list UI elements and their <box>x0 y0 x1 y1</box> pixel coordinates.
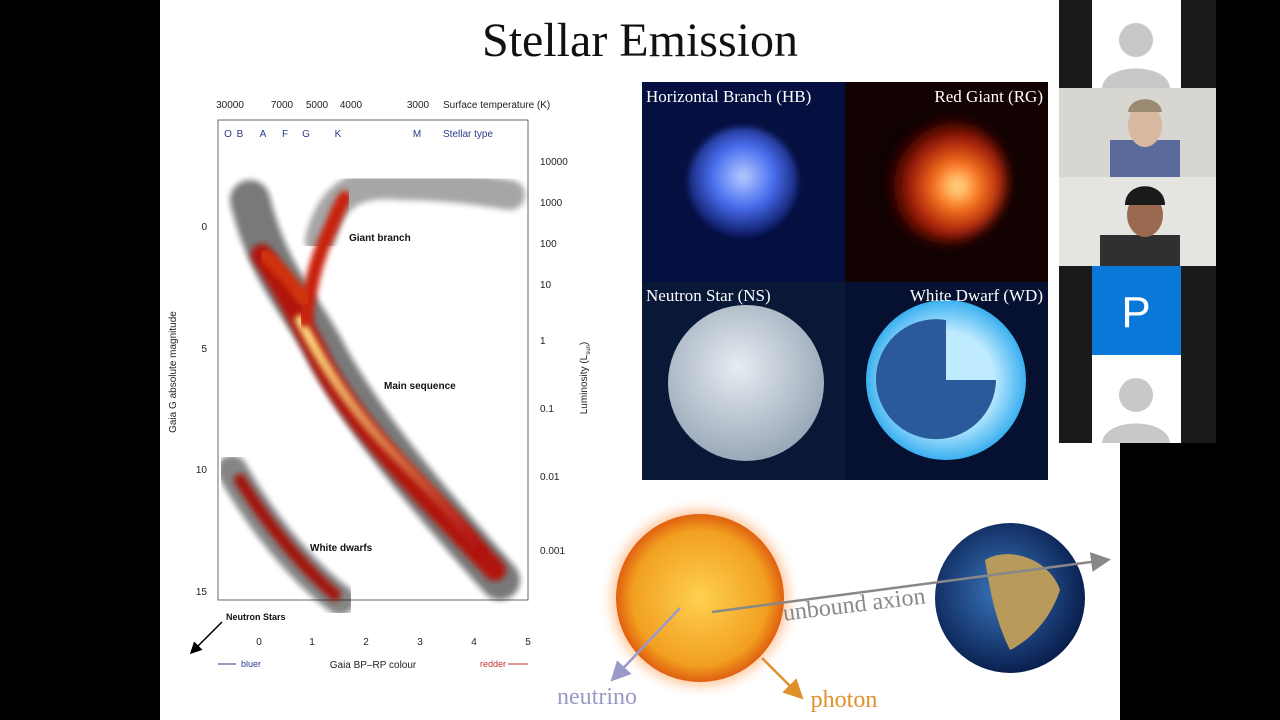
axion-arrow <box>711 552 1111 614</box>
photon-label: photon <box>811 687 878 713</box>
annotations: Giant branch Main sequence White dwarfs … <box>226 233 456 622</box>
tick-label: 7000 <box>271 100 294 111</box>
continent <box>985 554 1060 650</box>
participant-initial: P <box>1121 288 1150 337</box>
tick-label: 1 <box>540 336 546 347</box>
type-label: M <box>413 129 421 140</box>
neutrino-arrow <box>610 607 681 682</box>
axis-label: Gaia G absolute magnitude <box>168 311 179 433</box>
hr-diagram: 30000 7000 5000 4000 3000 Surface temper… <box>168 100 592 671</box>
slide-title: Stellar Emission <box>482 14 798 67</box>
participant-tile[interactable] <box>1092 355 1181 443</box>
axion-diagram: unbound axion neutrino photon <box>557 510 1111 713</box>
axis-label: Stellar type <box>443 129 493 140</box>
annotation: Main sequence <box>384 381 456 392</box>
tick-label: 2 <box>363 637 369 648</box>
type-label: F <box>282 129 288 140</box>
tick-label: 5 <box>201 344 207 355</box>
stellar-type-axis: O B A F G K M Stellar type <box>224 129 493 140</box>
star-image <box>668 305 824 461</box>
type-label: K <box>335 129 342 140</box>
panel-label: White Dwarf (WD) <box>910 286 1043 305</box>
participant-tile[interactable] <box>1059 177 1216 266</box>
type-label: O <box>224 129 232 140</box>
tick-label: 5 <box>525 637 531 648</box>
colour-axis: 0 1 2 3 4 5 Gaia BP–RP colour bluer redd… <box>218 637 531 671</box>
tick-label: 0.001 <box>540 546 565 557</box>
tick-label: 4 <box>471 637 477 648</box>
type-label: G <box>302 129 310 140</box>
panel-label: Horizontal Branch (HB) <box>646 87 811 106</box>
tick-label: 10 <box>196 465 208 476</box>
annotation: White dwarfs <box>310 543 373 554</box>
tick-label: 5000 <box>306 100 329 111</box>
star-image <box>883 118 1007 242</box>
tick-label: 3000 <box>407 100 430 111</box>
axis-label: Gaia BP–RP colour <box>330 660 417 671</box>
tick-label: 3 <box>417 637 423 648</box>
neutrino-label: neutrino <box>557 684 637 710</box>
plot-frame <box>217 119 529 601</box>
annotation: Neutron Stars <box>226 612 286 622</box>
star-core <box>876 319 996 440</box>
tick-label: 0 <box>201 222 207 233</box>
photon-arrow <box>761 657 804 700</box>
arrow <box>189 621 223 655</box>
tick-label: 0.01 <box>540 472 560 483</box>
tick-label: 0 <box>256 637 262 648</box>
participant-tile[interactable] <box>1092 0 1181 88</box>
density-cloud <box>217 169 525 615</box>
redder-label: redder <box>480 659 506 669</box>
axis-label: Luminosity (Lsun) <box>579 342 592 415</box>
participant-tile[interactable]: P <box>1092 266 1181 355</box>
annotation: Giant branch <box>349 233 411 244</box>
temperature-axis: 30000 7000 5000 4000 3000 Surface temper… <box>216 100 550 111</box>
type-label: A <box>260 129 267 140</box>
panel-label: Neutron Star (NS) <box>646 286 771 305</box>
participant-strip: P <box>1059 0 1216 443</box>
tick-label: 10000 <box>540 157 568 168</box>
tick-label: 30000 <box>216 100 244 111</box>
participant-tile[interactable] <box>1059 88 1216 177</box>
magnitude-axis: 0 5 10 15 Gaia G absolute magnitude <box>168 222 207 598</box>
star-panels: Horizontal Branch (HB) Red Giant (RG) Ne… <box>642 82 1048 480</box>
tick-label: 4000 <box>340 100 363 111</box>
tick-label: 15 <box>196 587 208 598</box>
tick-label: 0.1 <box>540 404 554 415</box>
tick-label: 10 <box>540 280 552 291</box>
star-image <box>688 127 798 237</box>
tick-label: 1 <box>309 637 315 648</box>
label-main: Luminosity (L <box>579 354 590 414</box>
label-end: ) <box>579 342 590 345</box>
axis-label: Surface temperature (K) <box>443 100 550 111</box>
type-label: B <box>237 129 244 140</box>
panel-label: Red Giant (RG) <box>934 87 1043 106</box>
luminosity-axis: 10000 1000 100 10 1 0.1 0.01 0.001 Lumin… <box>540 157 592 557</box>
tick-label: 1000 <box>540 198 563 209</box>
panel-labels: Horizontal Branch (HB) Red Giant (RG) Ne… <box>646 87 1043 305</box>
sun <box>616 514 784 682</box>
label-sub: sun <box>586 345 592 355</box>
bluer-label: bluer <box>241 659 261 669</box>
tick-label: 100 <box>540 239 557 250</box>
